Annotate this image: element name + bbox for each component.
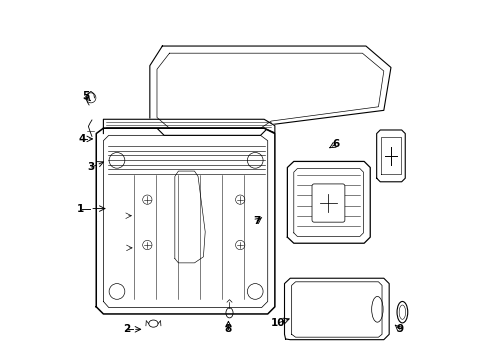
Text: 4: 4 [78,134,85,144]
Text: 8: 8 [224,324,232,334]
Text: 6: 6 [331,139,339,149]
Text: 5: 5 [82,91,89,101]
Text: 10: 10 [271,318,285,328]
Text: 3: 3 [87,162,94,172]
Text: 1: 1 [77,203,83,213]
Polygon shape [96,128,274,314]
FancyBboxPatch shape [311,184,344,222]
Text: 9: 9 [395,324,403,334]
Text: 2: 2 [123,324,130,334]
Polygon shape [284,278,388,340]
Polygon shape [103,119,274,134]
Polygon shape [376,130,405,182]
Text: 7: 7 [253,216,260,226]
Polygon shape [287,161,369,243]
Polygon shape [149,46,390,135]
